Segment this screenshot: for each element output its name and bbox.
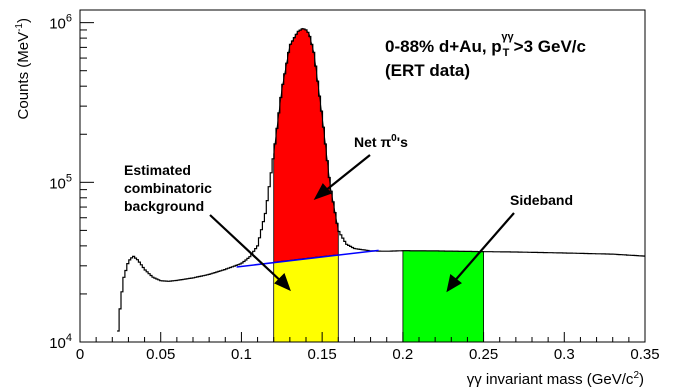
net-pi0-label: Net π0's — [354, 133, 408, 150]
net-pi0-arrowhead — [313, 183, 332, 200]
combinatoric-arrow — [209, 214, 285, 285]
x-tick-label: 0.05 — [146, 346, 175, 363]
x-tick-label: 0 — [76, 346, 84, 363]
x-tick-label: 0.1 — [231, 346, 252, 363]
y-axis-title: Counts (MeV-1) — [14, 18, 32, 119]
background-region-fill — [273, 254, 339, 343]
sideband-label: Sideband — [510, 192, 573, 208]
x-axis-ticks: 0 0.05 0.1 0.15 0.2 0.25 0.3 0.35 — [76, 332, 660, 363]
region-fills — [273, 27, 485, 343]
x-tick-label: 0.25 — [469, 346, 498, 363]
chart-title-line1: 0-88% d+Au, pTγγ>3 GeV/c — [385, 31, 586, 59]
x-axis-title: γγ invariant mass (GeV/c2) — [467, 370, 644, 388]
x-tick-label: 0.15 — [308, 346, 337, 363]
background-fit-line — [236, 249, 379, 268]
histogram-line — [117, 28, 645, 332]
y-tick-label: 104 — [49, 332, 72, 352]
annotation-arrows — [209, 154, 515, 293]
signal-region-fill — [273, 27, 339, 263]
sideband-arrow — [451, 212, 515, 285]
y-tick-label: 106 — [49, 13, 72, 33]
x-tick-label: 0.35 — [630, 346, 659, 363]
combinatoric-label-line1: Estimated — [124, 162, 191, 178]
combinatoric-label-line3: background — [124, 198, 204, 214]
y-axis-ticks: 104 105 106 — [49, 13, 94, 352]
net-pi0-arrow — [319, 154, 371, 196]
y-tick-label: 105 — [49, 172, 72, 192]
x-tick-label: 0.2 — [392, 346, 413, 363]
x-tick-label: 0.3 — [554, 346, 575, 363]
sideband-region-fill — [402, 250, 485, 343]
plot-frame — [79, 9, 646, 343]
chart-title-line2: (ERT data) — [385, 61, 470, 80]
combinatoric-arrowhead — [274, 272, 291, 292]
sideband-arrowhead — [446, 274, 462, 293]
combinatoric-label-line2: combinatoric — [124, 180, 212, 196]
